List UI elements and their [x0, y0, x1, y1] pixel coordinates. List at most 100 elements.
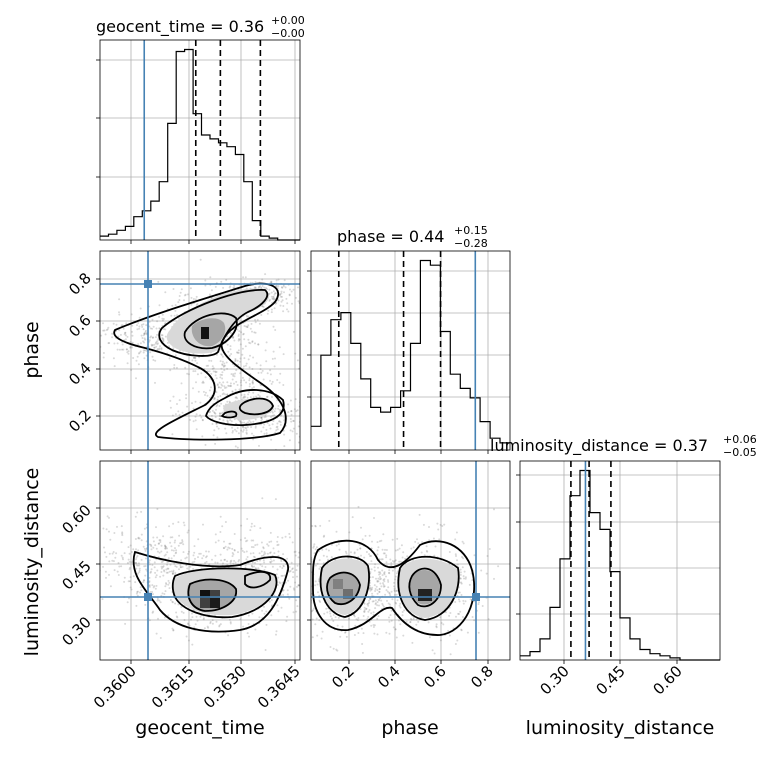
- sample-point: [321, 548, 324, 551]
- sample-point: [160, 334, 163, 337]
- sample-point: [262, 554, 265, 557]
- ld-y-tick-0.45: 0.45: [58, 557, 94, 593]
- sample-point: [277, 550, 280, 553]
- sample-point: [220, 402, 223, 405]
- sample-point: [439, 523, 442, 526]
- sample-point: [191, 612, 193, 615]
- sample-point: [376, 601, 379, 603]
- sample-point: [245, 550, 248, 553]
- sample-point: [139, 586, 142, 589]
- sample-point: [174, 602, 177, 605]
- sample-point: [390, 564, 393, 567]
- sample-point: [186, 372, 189, 375]
- luminosity-distance-title-plus: +0.06: [723, 433, 757, 446]
- sample-point: [471, 579, 474, 582]
- sample-point: [383, 552, 386, 555]
- geocent-time-title: geocent_time = 0.36: [96, 17, 264, 37]
- sample-point: [128, 597, 130, 600]
- sample-point: [536, 561, 538, 563]
- sample-point: [219, 415, 222, 418]
- sample-point: [122, 327, 125, 330]
- sample-point: [158, 347, 161, 350]
- luminosity-distance-title: luminosity_distance = 0.37: [490, 436, 708, 456]
- sample-point: [238, 388, 241, 391]
- sample-point: [319, 601, 322, 603]
- sample-point: [395, 593, 398, 596]
- sample-point: [215, 391, 218, 394]
- sample-point: [394, 575, 397, 578]
- sample-point: [442, 623, 445, 626]
- sample-point: [166, 561, 169, 564]
- sample-point: [224, 521, 227, 523]
- sample-point: [460, 629, 463, 632]
- sample-point: [174, 309, 177, 312]
- sample-point: [229, 385, 232, 388]
- sample-point: [140, 589, 143, 592]
- sample-point: [245, 362, 248, 365]
- sample-point: [455, 531, 458, 534]
- sample-point: [87, 354, 89, 356]
- sample-point: [124, 338, 127, 341]
- sample-point: [148, 563, 151, 566]
- sample-point: [247, 623, 250, 625]
- sample-point: [216, 561, 219, 564]
- sample-point: [186, 622, 189, 625]
- sample-point: [223, 547, 226, 550]
- sample-point: [260, 555, 263, 557]
- sample-point: [381, 602, 384, 605]
- sample-point: [312, 609, 314, 612]
- sample-point: [254, 281, 257, 284]
- sample-point: [311, 525, 314, 527]
- sample-point: [199, 414, 202, 417]
- sample-point: [445, 611, 447, 614]
- sample-point: [486, 555, 489, 557]
- sample-point: [307, 550, 309, 552]
- sample-point: [149, 336, 152, 339]
- sample-point: [304, 600, 306, 602]
- sample-point: [389, 558, 392, 561]
- sample-point: [275, 426, 278, 429]
- sample-point: [155, 327, 158, 330]
- sample-point: [231, 390, 234, 393]
- sample-point: [335, 544, 338, 547]
- sample-point: [168, 357, 171, 360]
- sample-point: [378, 588, 381, 591]
- sample-point: [272, 547, 275, 550]
- sample-point: [275, 279, 278, 282]
- sample-point: [158, 315, 161, 318]
- sample-point: [204, 561, 207, 564]
- sample-point: [242, 397, 245, 399]
- sample-point: [223, 558, 226, 561]
- sample-point: [272, 559, 275, 562]
- sample-point: [104, 570, 107, 573]
- sample-point: [400, 544, 403, 547]
- sample-point: [195, 615, 198, 618]
- sample-point: [365, 608, 368, 610]
- sample-point: [371, 576, 374, 579]
- sample-point: [252, 552, 255, 555]
- sample-point: [225, 432, 228, 435]
- sample-point: [216, 398, 219, 401]
- sample-point: [242, 395, 245, 398]
- sample-point: [193, 560, 196, 563]
- sample-point: [118, 565, 121, 568]
- sample-point: [140, 539, 143, 542]
- sample-point: [232, 335, 235, 338]
- sample-point: [335, 667, 337, 669]
- sample-point: [224, 364, 227, 367]
- sample-point: [226, 367, 229, 370]
- sample-point: [248, 419, 251, 422]
- sample-point: [239, 422, 242, 425]
- sample-point: [317, 412, 319, 414]
- sample-point: [187, 552, 190, 555]
- sample-point: [221, 389, 224, 392]
- sample-point: [253, 286, 256, 289]
- sample-point: [143, 547, 146, 550]
- sample-point: [254, 544, 257, 547]
- sample-point: [239, 343, 242, 346]
- sample-point: [263, 551, 266, 554]
- ld-x-tick-1: 0.45: [592, 662, 628, 698]
- sample-point: [214, 561, 217, 564]
- sample-point: [290, 420, 293, 423]
- sample-point: [113, 569, 116, 572]
